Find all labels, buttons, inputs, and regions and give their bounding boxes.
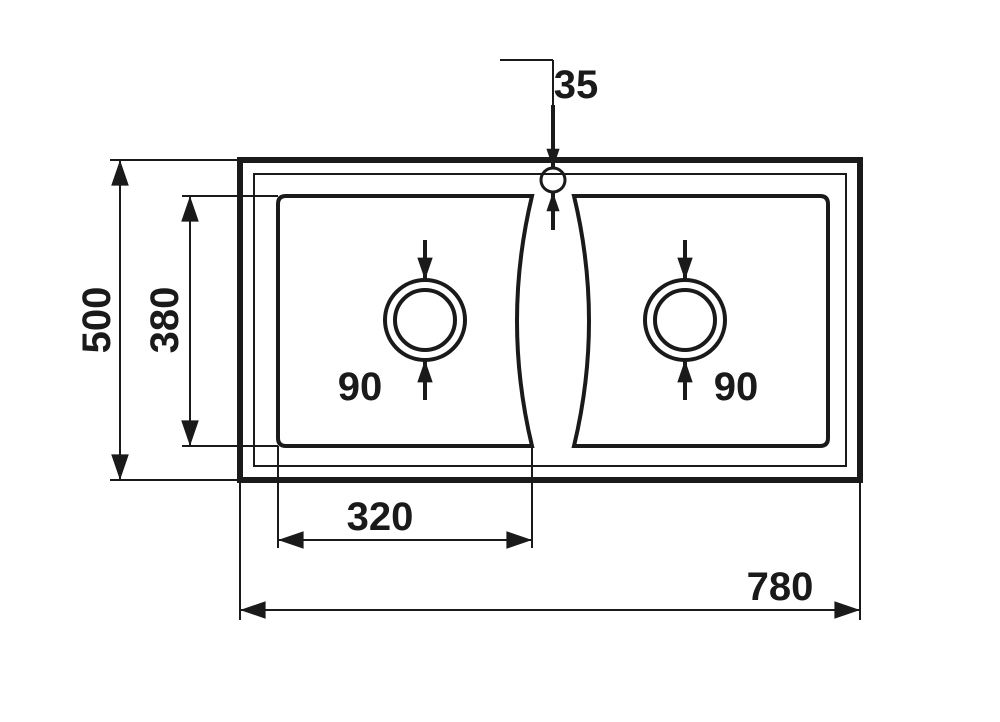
- tap-hole: [541, 168, 565, 192]
- dim-90-left: 90: [338, 365, 383, 409]
- dim-780: 780: [747, 565, 814, 609]
- arrowhead: [506, 531, 532, 549]
- arrowhead: [677, 360, 692, 382]
- arrowhead: [417, 360, 432, 382]
- arrowhead: [181, 196, 199, 222]
- arrowhead: [111, 160, 129, 186]
- arrowhead: [834, 601, 860, 619]
- drain-right-inner: [655, 290, 715, 350]
- dim-500: 500: [75, 287, 119, 354]
- drain-left-inner: [395, 290, 455, 350]
- technical-drawing: 500 380 780 320 35 90 90: [0, 0, 1000, 717]
- bowl-right: [574, 196, 828, 446]
- arrowhead: [417, 258, 432, 280]
- arrowhead: [111, 454, 129, 480]
- dim-380: 380: [143, 287, 187, 354]
- dim-35: 35: [554, 63, 599, 107]
- dim-320: 320: [347, 495, 414, 539]
- arrowhead: [240, 601, 266, 619]
- inset-rect: [254, 174, 846, 466]
- bowl-left: [278, 196, 532, 446]
- arrowhead: [546, 192, 559, 211]
- dim-90-right: 90: [714, 365, 759, 409]
- arrowhead: [181, 420, 199, 446]
- arrowhead: [677, 258, 692, 280]
- arrowhead: [278, 531, 304, 549]
